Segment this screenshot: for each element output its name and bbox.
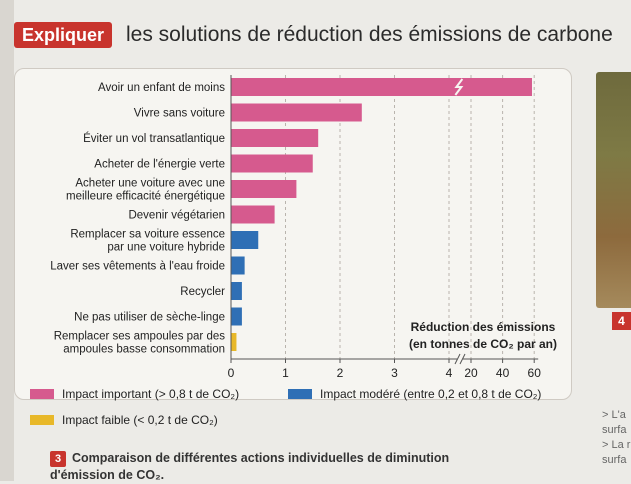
- section-tag: Expliquer: [14, 22, 113, 48]
- side-note: surfa: [602, 454, 627, 466]
- category-label: Ne pas utiliser de sèche-linge: [74, 312, 225, 324]
- side-photo: [596, 72, 631, 308]
- bar: [231, 205, 275, 224]
- x-tick-label: 1: [282, 366, 289, 380]
- category-label: Recycler: [180, 286, 225, 298]
- bar: [231, 103, 362, 122]
- x-tick-label: 40: [496, 366, 510, 380]
- x-tick-label: 2: [337, 366, 344, 380]
- category-label: Remplacer ses ampoules par des ampoules b…: [54, 331, 226, 356]
- bar-chart: Avoir un enfant de moins Vivre sans voitu…: [50, 75, 557, 380]
- category-label: Éviter un vol transatlantique: [83, 132, 225, 145]
- legend-label-important: Impact important (> 0,8 t de CO₂): [62, 387, 240, 401]
- x-axis-break: [454, 353, 466, 365]
- bar: [231, 333, 237, 351]
- category-label: Devenir végétarien: [128, 210, 225, 222]
- x-tick-label: 3: [391, 366, 398, 380]
- legend-item-important: Impact important (> 0,8 t de CO₂): [30, 387, 239, 401]
- chart-legend: Impact important (> 0,8 t de CO₂) Impact…: [30, 385, 590, 445]
- category-label: Acheter une voiture avec une meilleure ef…: [66, 178, 225, 203]
- side-figure-number: 4: [612, 312, 631, 330]
- category-label: Laver ses vêtements à l'eau froide: [50, 261, 225, 273]
- figure-caption: Comparaison de différentes actions indiv…: [50, 450, 490, 484]
- x-tick-label: 20: [464, 366, 478, 380]
- x-tick-label: 4: [446, 366, 453, 380]
- legend-swatch-modere: [288, 389, 312, 399]
- side-notes: > L'a surfa > La r surfa: [602, 408, 630, 468]
- bar: [231, 307, 242, 326]
- x-tick-label: 0: [228, 366, 235, 380]
- section-title: les solutions de réduction des émissions…: [126, 23, 613, 46]
- legend-item-faible: Impact faible (< 0,2 t de CO₂): [30, 413, 218, 427]
- axis-break-mark: [454, 78, 464, 96]
- x-axis-title: (en tonnes de CO₂ par an): [409, 337, 557, 351]
- section-header: Expliquer les solutions de réduction des…: [14, 20, 614, 52]
- side-note: > La r: [602, 439, 631, 451]
- page-edge: [0, 0, 14, 481]
- x-axis-title: Réduction des émissions: [411, 320, 556, 334]
- category-label: Acheter de l'énergie verte: [94, 159, 225, 171]
- legend-swatch-faible: [30, 415, 54, 425]
- bar: [231, 256, 245, 275]
- x-tick-label: 60: [528, 366, 542, 380]
- category-label: Avoir un enfant de moins: [98, 82, 225, 94]
- side-note: surfa: [602, 424, 627, 436]
- side-note: > L'a: [602, 409, 626, 421]
- bar: [231, 231, 259, 249]
- legend-swatch-important: [30, 389, 54, 399]
- legend-item-modere: Impact modéré (entre 0,2 et 0,8 t de CO₂…: [288, 387, 541, 401]
- bar: [231, 282, 242, 300]
- bar: [231, 180, 297, 198]
- chart-panel: Avoir un enfant de moins Vivre sans voitu…: [14, 68, 572, 400]
- bar: [231, 78, 532, 96]
- caption-text: Comparaison de différentes actions indiv…: [50, 451, 450, 482]
- legend-label-modere: Impact modéré (entre 0,2 et 0,8 t de CO₂…: [320, 387, 542, 401]
- legend-label-faible: Impact faible (< 0,2 t de CO₂): [62, 413, 218, 427]
- bar: [231, 154, 313, 173]
- category-label: Vivre sans voiture: [134, 108, 225, 120]
- bar: [231, 129, 319, 147]
- category-label: Remplacer sa voiture essence par une voit…: [70, 229, 225, 254]
- caption-number: 3: [50, 451, 66, 467]
